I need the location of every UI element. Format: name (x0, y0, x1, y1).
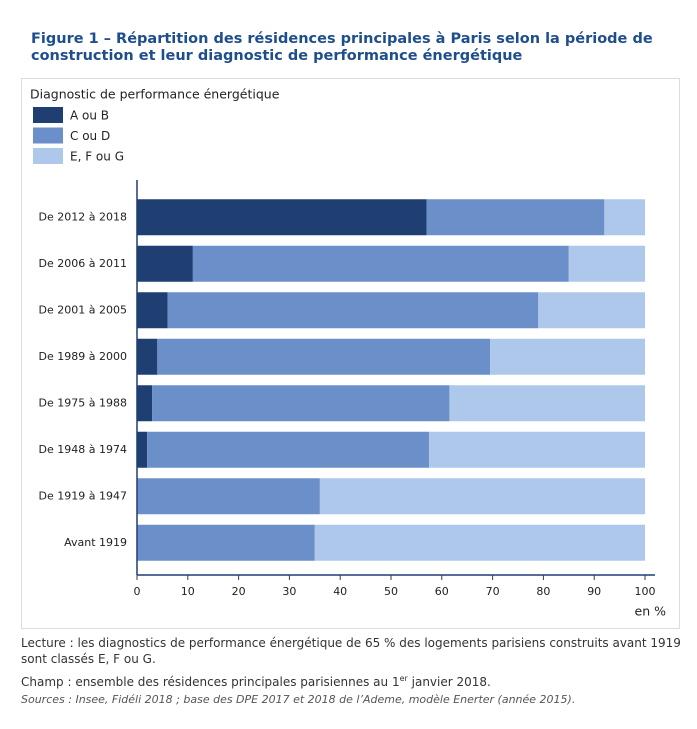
x-tick-label: 40 (333, 585, 347, 598)
bar-segment (137, 338, 158, 375)
y-tick-label: De 2006 à 2011 (39, 257, 127, 270)
bar-segment (137, 431, 148, 468)
legend-label: A ou B (70, 109, 109, 123)
bar-segment (147, 431, 430, 468)
bar-segment (319, 478, 645, 515)
y-tick-label: Avant 1919 (64, 536, 127, 549)
bar-segment (429, 431, 645, 468)
legend-label: C ou D (70, 129, 110, 143)
y-tick-label: De 1948 à 1974 (39, 443, 127, 456)
bar-segment (538, 292, 645, 329)
bar-segment (137, 199, 427, 236)
x-tick-label: 0 (134, 585, 141, 598)
x-tick-label: 80 (536, 585, 550, 598)
y-tick-label: De 1975 à 1988 (39, 396, 127, 409)
bar-segment (568, 245, 645, 282)
y-tick-label: De 1919 à 1947 (39, 489, 127, 502)
champ-text: Champ : ensemble des résidences principa… (21, 675, 400, 689)
champ-note: Champ : ensemble des résidences principa… (21, 671, 691, 690)
bar-segment (426, 199, 605, 236)
x-tick-label: 20 (232, 585, 246, 598)
bar-segment (604, 199, 645, 236)
y-tick-label: De 2012 à 2018 (39, 210, 127, 223)
bar-segment (137, 292, 168, 329)
bar-segment (167, 292, 539, 329)
x-tick-label: 70 (486, 585, 500, 598)
bar-segment (157, 338, 491, 375)
x-axis-label: en % (635, 604, 667, 619)
bar-segment (152, 385, 450, 422)
chart-frame (21, 78, 680, 629)
x-tick-label: 10 (181, 585, 195, 598)
bar-segment (137, 524, 315, 561)
sources-note: Sources : Insee, Fidéli 2018 ; base des … (21, 693, 576, 706)
legend-title: Diagnostic de performance énergétique (30, 87, 280, 102)
x-tick-label: 100 (635, 585, 656, 598)
bar-segment (137, 245, 193, 282)
x-tick-label: 50 (384, 585, 398, 598)
bar-segment (192, 245, 569, 282)
champ-sup: er (399, 674, 408, 683)
bar-segment (137, 478, 320, 515)
x-tick-label: 90 (587, 585, 601, 598)
champ-text: janvier 2018. (407, 675, 491, 689)
x-tick-label: 60 (435, 585, 449, 598)
x-tick-label: 30 (282, 585, 296, 598)
bar-segment (314, 524, 645, 561)
legend-swatch (33, 148, 63, 164)
bar-segment (137, 385, 153, 422)
legend-swatch (33, 107, 63, 123)
y-tick-label: De 2001 à 2005 (39, 303, 127, 316)
legend-label: E, F ou G (70, 150, 124, 164)
chart-title: Figure 1 – Répartition des résidences pr… (31, 31, 653, 64)
y-tick-label: De 1989 à 2000 (39, 350, 127, 363)
bar-segment (490, 338, 645, 375)
legend-swatch (33, 127, 63, 144)
lecture-note: Lecture : les diagnostics de performance… (21, 636, 681, 666)
bar-segment (449, 385, 645, 422)
